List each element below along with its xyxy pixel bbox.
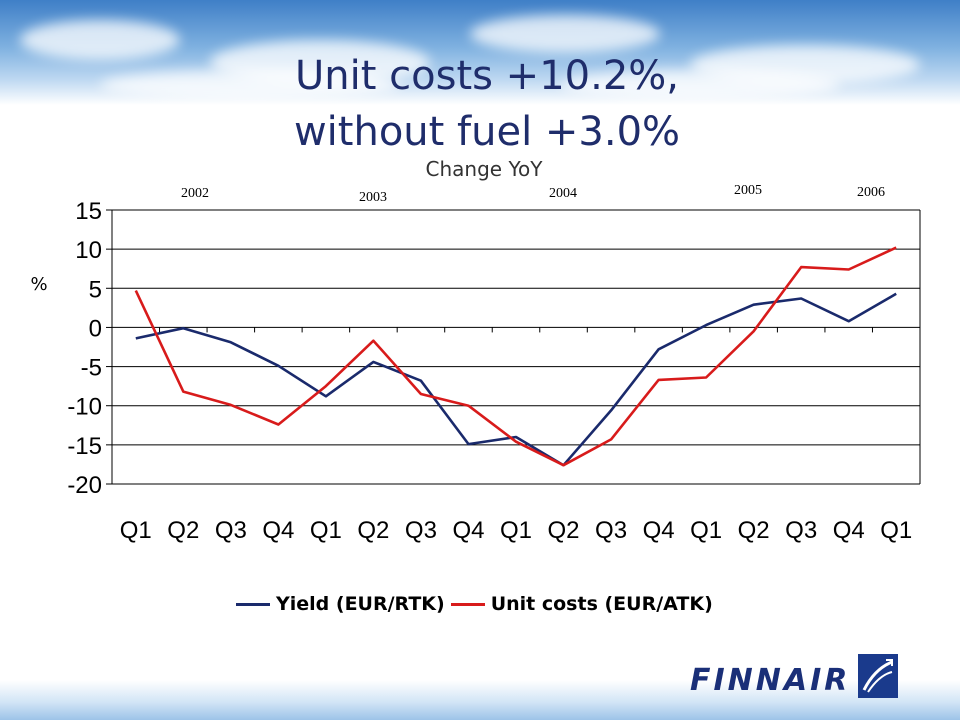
x-tick-label: Q1 xyxy=(120,517,152,544)
series-line-unit-costs xyxy=(134,246,897,467)
x-tick-label: Q4 xyxy=(833,517,865,544)
legend-label-yield: Yield (EUR/RTK) xyxy=(276,593,445,615)
year-label-2005: 2005 xyxy=(734,183,762,198)
x-tick-label: Q3 xyxy=(595,517,627,544)
year-label-2006: 2006 xyxy=(857,185,885,200)
y-tick-label: -10 xyxy=(67,394,102,421)
y-axis-label: % xyxy=(30,274,47,295)
chart-legend: Yield (EUR/RTK) Unit costs (EUR/ATK) xyxy=(236,593,719,615)
y-tick-label: -15 xyxy=(67,433,102,460)
series-line-yield xyxy=(135,292,897,467)
x-tick-label: Q2 xyxy=(167,517,199,544)
y-tick-label: 5 xyxy=(89,276,102,303)
x-tick-label: Q1 xyxy=(880,517,912,544)
year-label-2003: 2003 xyxy=(359,190,387,205)
bottom-gradient-band xyxy=(0,680,960,720)
finnair-logo: FINNAIR xyxy=(690,654,899,698)
legend-item-yield: Yield (EUR/RTK) xyxy=(236,593,445,615)
x-tick-label: Q4 xyxy=(262,517,294,544)
x-tick-label: Q1 xyxy=(690,517,722,544)
year-label-2004: 2004 xyxy=(549,186,577,201)
y-tick-label: 0 xyxy=(89,315,102,342)
year-label-2002: 2002 xyxy=(181,186,209,201)
x-tick-label: Q3 xyxy=(785,517,817,544)
legend-item-unit-costs: Unit costs (EUR/ATK) xyxy=(450,593,713,615)
x-tick-label: Q1 xyxy=(310,517,342,544)
x-tick-label: Q1 xyxy=(500,517,532,544)
y-tick-label: -20 xyxy=(67,472,102,499)
x-tick-label: Q4 xyxy=(452,517,484,544)
chart-subtitle: Change YoY xyxy=(425,157,543,181)
y-tick-label: 10 xyxy=(75,237,102,264)
slide-title-line-1: Unit costs +10.2%, xyxy=(295,53,679,99)
legend-swatch-yield xyxy=(236,602,270,606)
legend-label-unit-costs: Unit costs (EUR/ATK) xyxy=(490,593,713,615)
x-tick-label: Q3 xyxy=(215,517,247,544)
legend-swatch-unit-costs xyxy=(450,602,485,606)
slide-title-line-2: without fuel +3.0% xyxy=(293,109,681,155)
y-tick-label: 15 xyxy=(75,198,102,225)
x-tick-label: Q3 xyxy=(405,517,437,544)
finnair-emblem-icon xyxy=(858,654,899,698)
x-tick-label: Q2 xyxy=(357,517,389,544)
logo-wordmark: FINNAIR xyxy=(690,663,851,698)
x-tick-label: Q4 xyxy=(643,517,675,544)
sky-header-background xyxy=(0,0,960,105)
x-tick-label: Q2 xyxy=(738,517,770,544)
x-tick-label: Q2 xyxy=(548,517,580,544)
y-tick-label: -5 xyxy=(81,355,102,382)
